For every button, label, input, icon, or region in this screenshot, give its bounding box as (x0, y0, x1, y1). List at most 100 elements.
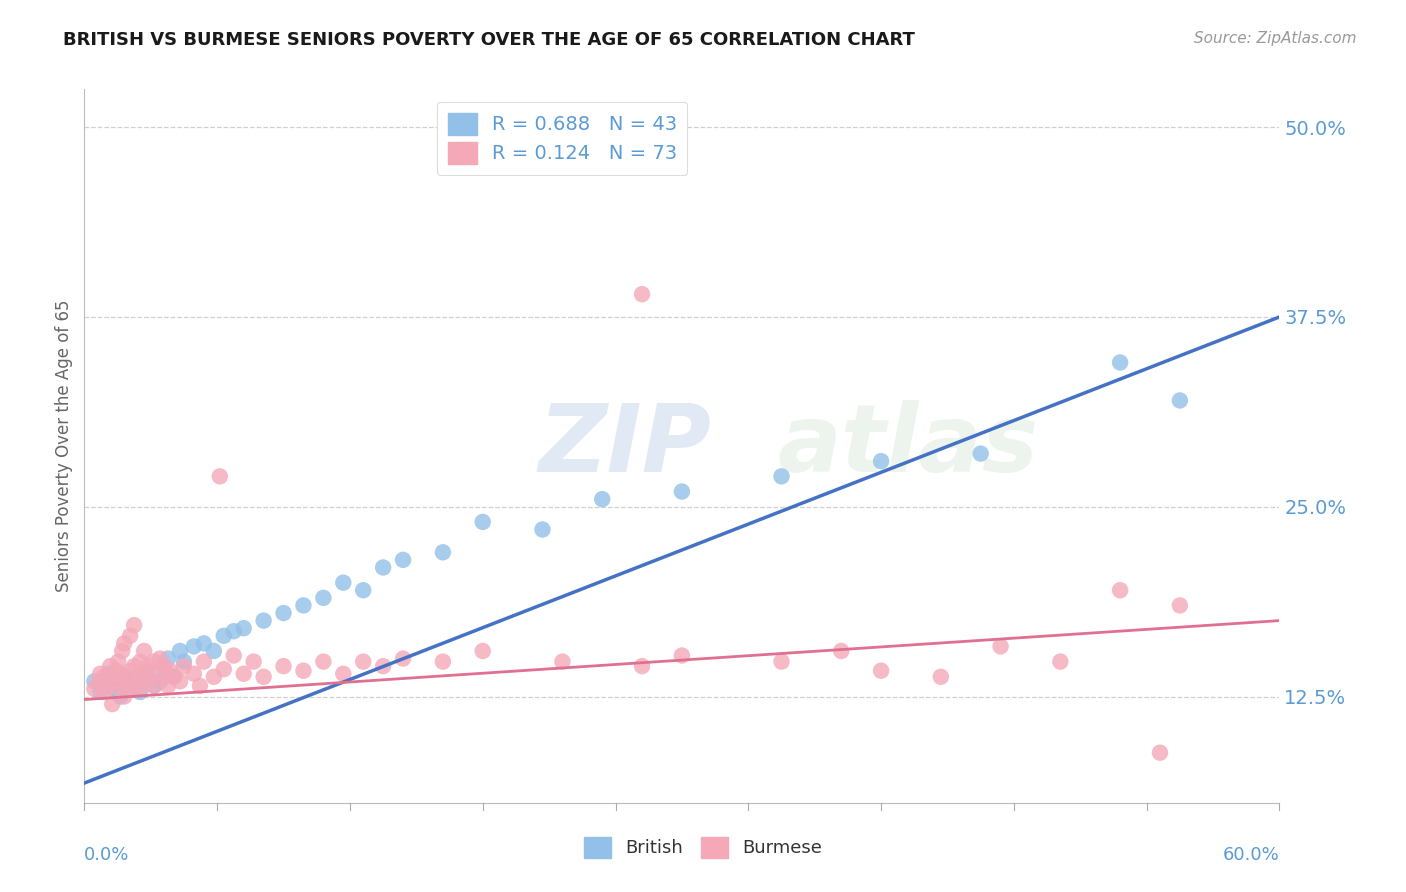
Point (132, 644, 156, 658)
Point (112, 670, 135, 684)
Point (208, 469, 231, 483)
Point (93, 679, 115, 693)
Point (149, 674, 172, 689)
Point (98, 659, 121, 673)
Point (232, 621, 254, 635)
Point (202, 670, 225, 684)
Point (202, 644, 225, 658)
Point (671, 648, 693, 663)
Point (183, 666, 205, 681)
Point (89, 666, 111, 681)
Legend: R = 0.688   N = 43, R = 0.124   N = 73: R = 0.688 N = 43, R = 0.124 N = 73 (437, 102, 688, 175)
Point (312, 591, 335, 605)
Point (157, 679, 180, 693)
Point (112, 670, 135, 684)
Point (253, 614, 276, 628)
Point (89, 685, 111, 699)
Point (149, 651, 172, 665)
Point (127, 670, 149, 684)
Point (122, 618, 145, 632)
Point (93, 670, 115, 684)
Point (136, 659, 159, 673)
Point (332, 666, 354, 681)
Point (1109, 583, 1132, 598)
Point (105, 664, 128, 678)
Point (312, 655, 335, 669)
Point (870, 454, 893, 468)
Point (222, 648, 245, 663)
Point (122, 659, 145, 673)
Point (471, 515, 494, 529)
Point (292, 664, 315, 678)
Point (159, 664, 181, 678)
Point (111, 644, 134, 658)
Point (132, 670, 156, 684)
Point (970, 447, 993, 461)
Point (97, 679, 120, 693)
Point (146, 666, 169, 681)
Point (1168, 393, 1191, 408)
Point (83, 681, 105, 696)
Y-axis label: Seniors Poverty Over the Age of 65: Seniors Poverty Over the Age of 65 (55, 300, 73, 592)
Point (392, 651, 415, 665)
Point (87, 674, 110, 689)
Point (392, 553, 415, 567)
Point (110, 666, 132, 681)
Point (129, 655, 152, 669)
Point (101, 697, 124, 711)
Point (129, 685, 152, 699)
Point (153, 659, 176, 673)
Point (1149, 746, 1171, 760)
Point (157, 651, 180, 665)
Point (870, 664, 893, 678)
Point (770, 469, 793, 483)
Text: atlas: atlas (778, 400, 1039, 492)
Text: Source: ZipAtlas.com: Source: ZipAtlas.com (1194, 31, 1357, 46)
Point (232, 666, 254, 681)
Point (153, 659, 176, 673)
Point (103, 674, 125, 689)
Point (1109, 355, 1132, 369)
Point (631, 659, 654, 673)
Point (631, 287, 654, 301)
Point (770, 655, 793, 669)
Point (117, 679, 139, 693)
Point (153, 670, 176, 684)
Point (183, 640, 205, 654)
Point (122, 674, 145, 689)
Point (373, 659, 395, 673)
Point (193, 655, 215, 669)
Point (117, 679, 139, 693)
Point (93, 685, 115, 699)
Point (110, 690, 132, 704)
Point (112, 690, 135, 704)
Point (432, 545, 454, 559)
Point (193, 636, 215, 650)
Point (292, 599, 315, 613)
Point (107, 655, 129, 669)
Point (103, 681, 125, 696)
Point (551, 655, 574, 669)
Point (110, 681, 132, 696)
Point (531, 523, 554, 537)
Point (136, 674, 159, 689)
Point (222, 624, 245, 639)
Text: BRITISH VS BURMESE SENIORS POVERTY OVER THE AGE OF 65 CORRELATION CHART: BRITISH VS BURMESE SENIORS POVERTY OVER … (63, 31, 915, 49)
Point (830, 644, 852, 658)
Point (253, 670, 276, 684)
Point (212, 629, 235, 643)
Point (373, 560, 395, 574)
Point (97, 666, 120, 681)
Point (136, 664, 159, 678)
Point (671, 484, 693, 499)
Point (273, 659, 295, 673)
Point (112, 636, 135, 650)
Point (929, 670, 952, 684)
Point (143, 679, 166, 693)
Point (332, 575, 354, 590)
Point (163, 670, 186, 684)
Point (242, 655, 264, 669)
Point (83, 674, 105, 689)
Point (1168, 599, 1191, 613)
Legend: British, Burmese: British, Burmese (576, 830, 830, 865)
